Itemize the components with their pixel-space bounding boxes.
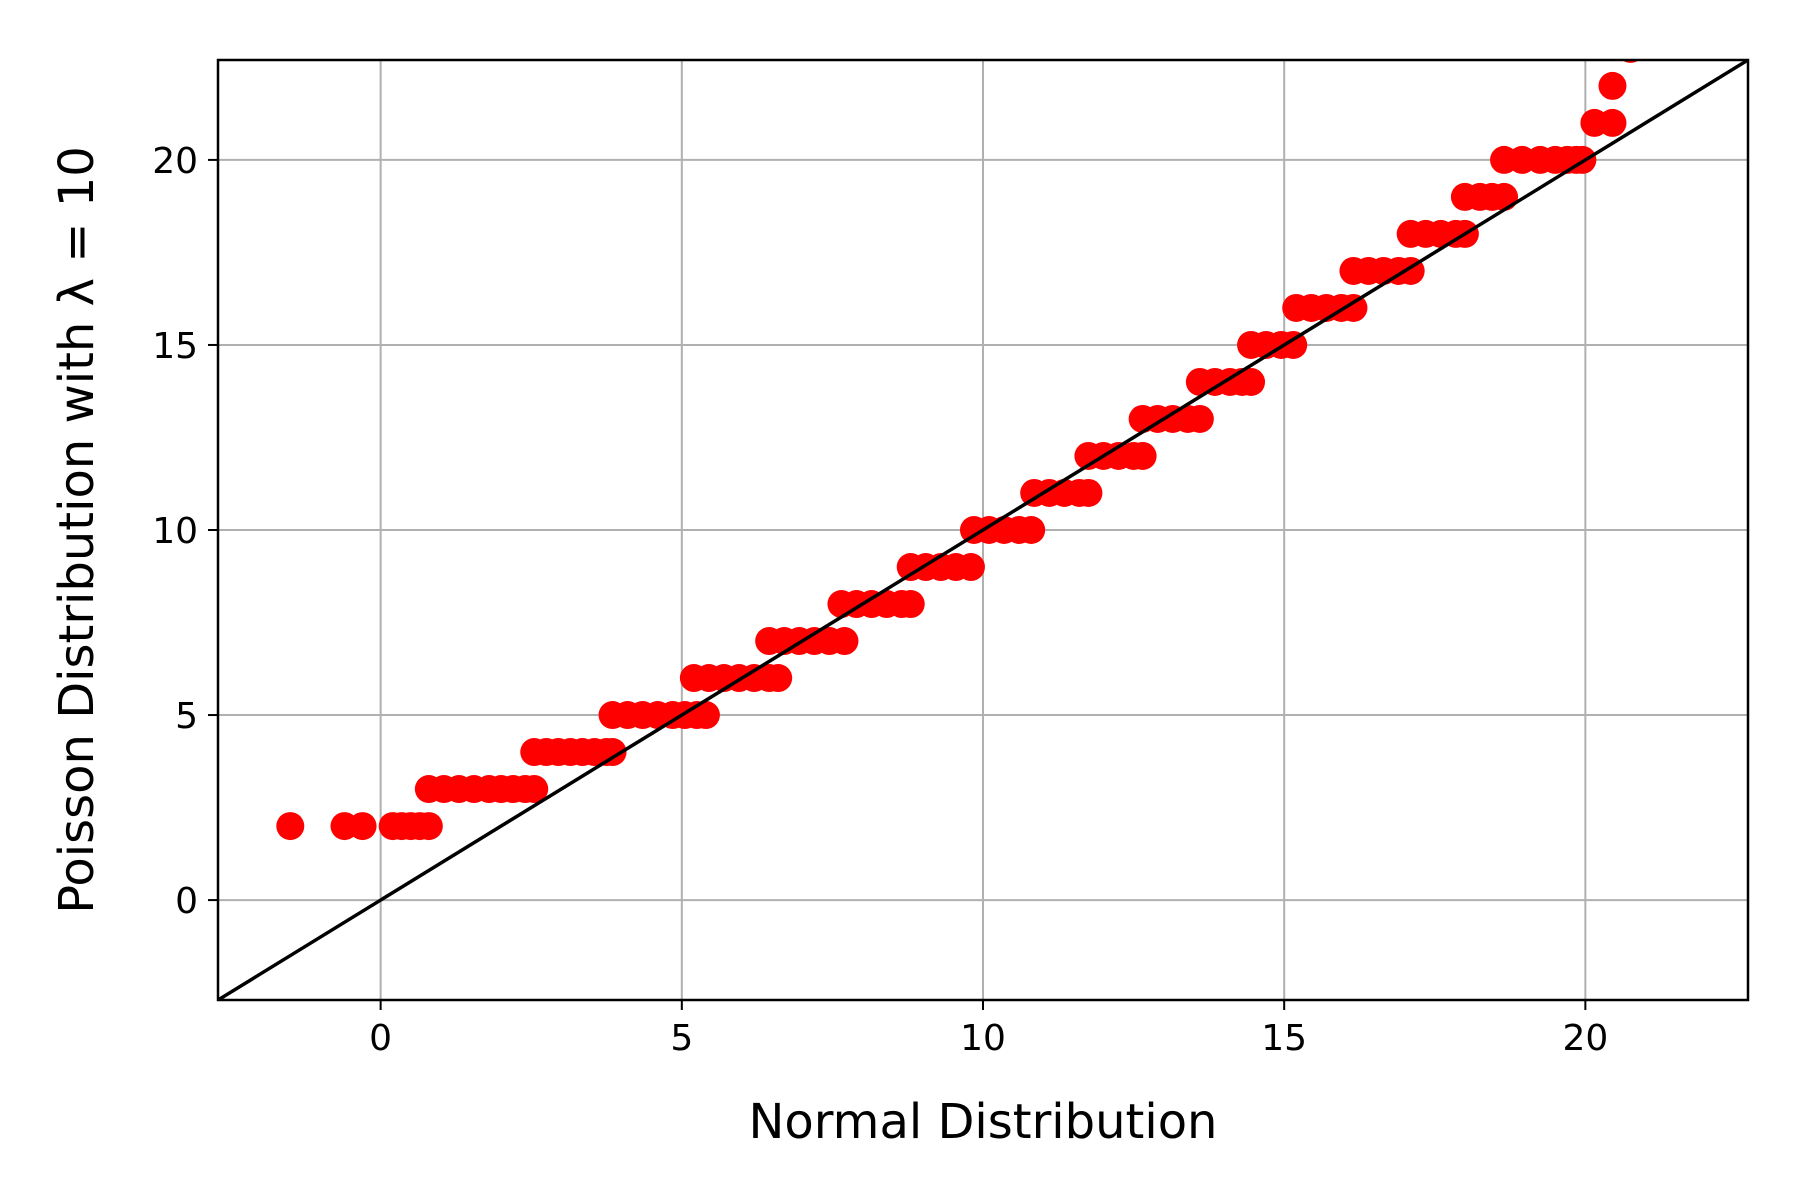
data-point [1339,293,1368,322]
data-point [764,664,793,693]
data-point [1017,516,1046,544]
data-point [1598,71,1627,100]
data-point [956,553,985,582]
reference-line-group [218,60,1748,1000]
data-point [691,701,720,730]
data-point [1237,367,1266,396]
data-point [1074,478,1103,507]
y-axis-label: Poisson Distribution with λ = 10 [49,146,105,914]
data-point [1598,108,1627,137]
y-tick-label: 0 [175,881,198,922]
x-tick-label: 20 [1562,1018,1608,1059]
data-point [414,812,443,841]
data-point [598,738,627,767]
data-point [1490,182,1519,211]
data-point [276,812,305,841]
data-point [1128,441,1157,470]
data-point [1185,404,1214,433]
x-axis-label: Normal Distribution [749,1094,1218,1150]
y-tick-label: 20 [152,141,198,182]
data-point [520,775,549,804]
y-tick-label: 10 [152,511,198,552]
data-point [1279,330,1308,359]
axis-ticks: 0 5 10 15 20 0 5 10 15 20 [152,141,1608,1059]
reference-line [218,60,1748,1000]
x-tick-label: 5 [670,1018,693,1059]
x-tick-label: 0 [369,1018,392,1059]
y-tick-label: 15 [152,326,198,367]
x-tick-label: 15 [1261,1018,1307,1059]
data-point [348,812,377,841]
x-tick-label: 10 [960,1018,1006,1059]
y-tick-label: 5 [175,696,198,737]
data-point [896,590,925,619]
data-point [830,627,859,656]
